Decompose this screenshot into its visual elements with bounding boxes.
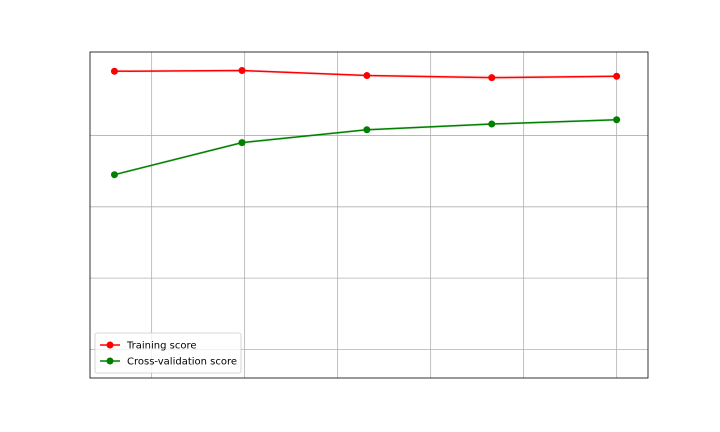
cross-validation-score-legend-label: Cross-validation score — [127, 357, 237, 368]
training-score-point — [613, 72, 621, 80]
training-score-point — [363, 72, 371, 80]
training-score-point — [110, 67, 118, 75]
legend: Training score Cross-validation score — [94, 332, 242, 374]
cross-validation-score-point — [488, 120, 496, 128]
data-points — [110, 67, 621, 179]
cross-validation-score-point — [110, 171, 118, 179]
training-score-point — [238, 67, 246, 75]
grid-lines — [90, 52, 648, 378]
cross-validation-score-legend-marker — [106, 357, 114, 365]
training-score-point — [488, 74, 496, 82]
cross-validation-score-point — [238, 139, 246, 147]
legend-box — [94, 332, 242, 374]
training-score-legend-label: Training score — [126, 341, 197, 352]
training-score-legend-marker — [106, 341, 114, 349]
series-lines — [114, 69, 617, 176]
cross-validation-score-point — [613, 116, 621, 124]
plot-frame — [89, 51, 649, 379]
cross-validation-score-point — [363, 126, 371, 134]
